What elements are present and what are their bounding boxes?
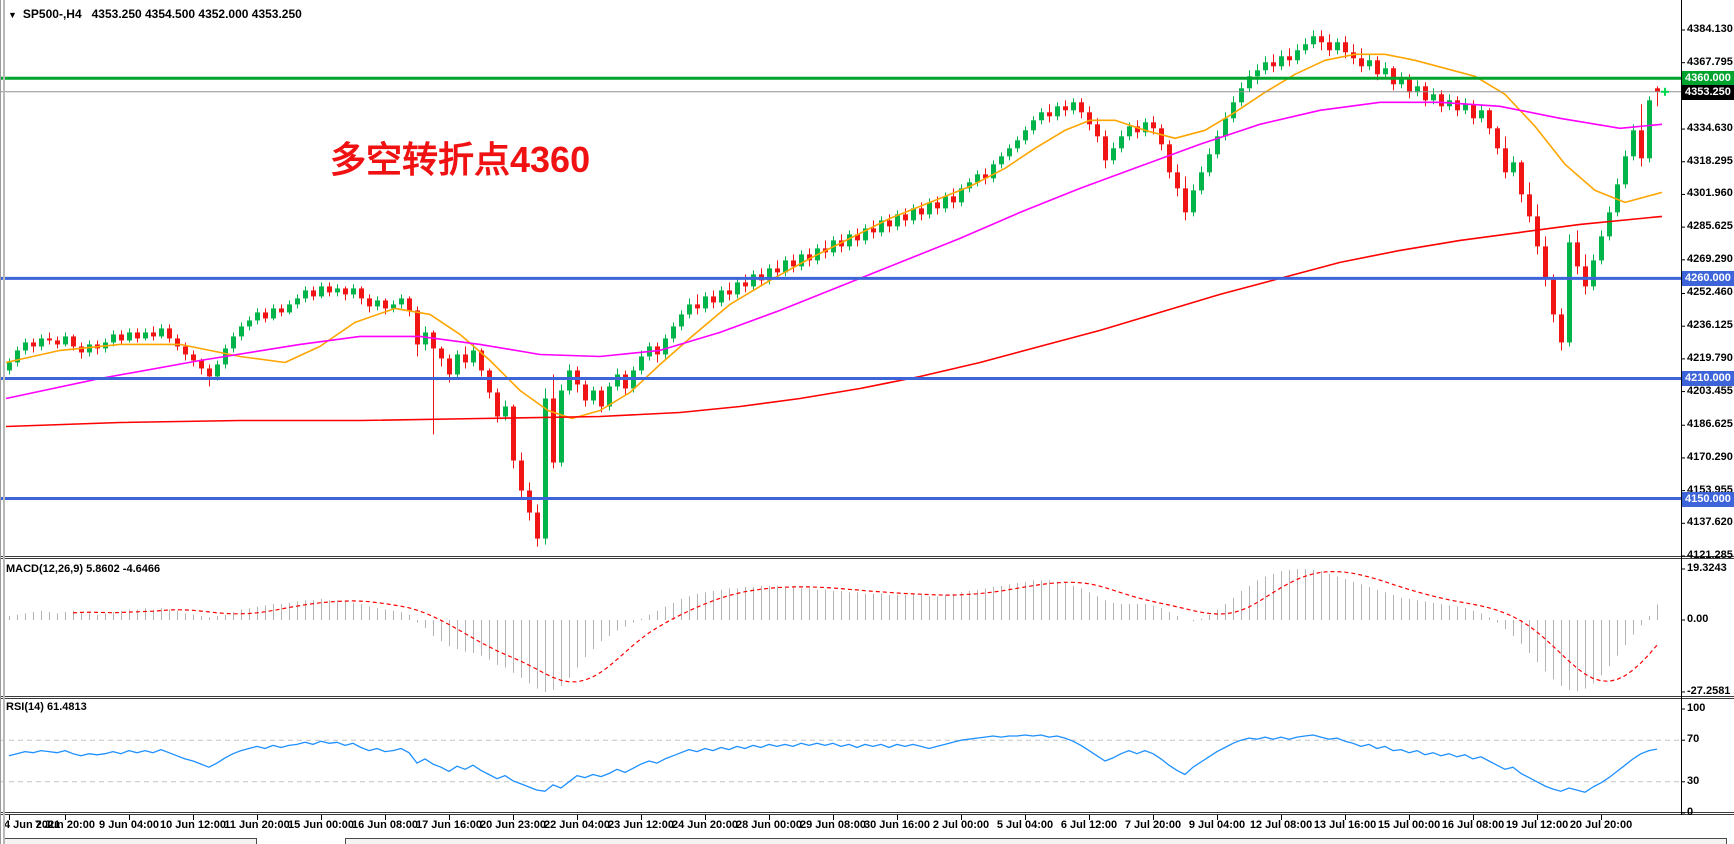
time-tick-label: 28 Jun 00:00 — [735, 819, 803, 831]
time-tick-label: 7 Jun 20:00 — [35, 819, 95, 831]
time-tick-label: 20 Jun 23:00 — [479, 819, 547, 831]
time-tick-label: 9 Jul 04:00 — [1188, 819, 1246, 831]
time-tick-label: 30 Jun 16:00 — [863, 819, 931, 831]
price-tick-label: 4269.290 — [1687, 252, 1733, 265]
level-price-tag: 4150.000 — [1682, 491, 1734, 507]
macd-indicator-label: MACD(12,26,9) 5.8602 -4.6466 — [6, 563, 161, 575]
last-price-marker-icon — [1661, 87, 1669, 96]
time-tick-label: 23 Jun 12:00 — [607, 819, 675, 831]
slow-ma-line[interactable] — [5, 215, 1663, 428]
price-tick-label: 4219.790 — [1687, 351, 1733, 364]
price-tick-label: 4384.130 — [1687, 23, 1733, 35]
annotation-text[interactable]: 多空转折点4360 — [330, 139, 591, 180]
time-tick-label: 22 Jun 04:00 — [543, 819, 611, 831]
symbol-period-label: SP500-,H4 — [22, 7, 82, 21]
price-tick-label: 4203.455 — [1687, 384, 1733, 397]
macd-indicator-values: 5.8602 -4.6466 — [86, 563, 161, 575]
fast-ma-line[interactable] — [5, 53, 1663, 420]
bottom-tab-strip-fragment — [3, 838, 257, 844]
price-tick-label: 4318.295 — [1687, 154, 1733, 167]
time-tick-label: 4 Jun 2021 — [4, 819, 61, 831]
time-tick-label: 5 Jul 04:00 — [996, 819, 1054, 831]
rsi-tick-label: 70 — [1687, 733, 1700, 746]
rsi-indicator-label: RSI(14) 61.4813 — [6, 701, 87, 713]
window-left-border — [0, 0, 1, 844]
rsi-line[interactable] — [8, 734, 1658, 793]
window-left-inner-border — [3, 0, 5, 844]
macd-tick-label: -27.2581 — [1687, 684, 1731, 697]
chart-title-bar: ▼ SP500-,H4 4353.250 4354.500 4352.000 435… — [8, 7, 302, 21]
price-tick-label: 4137.620 — [1687, 516, 1733, 529]
time-tick-label: 12 Jul 08:00 — [1249, 819, 1313, 831]
level-price-tag: 4260.000 — [1682, 271, 1734, 287]
price-tick-label: 4170.290 — [1687, 450, 1733, 463]
time-tick-label: 24 Jun 20:00 — [671, 819, 739, 831]
price-tick-label: 4186.625 — [1687, 418, 1733, 431]
price-tick-label: 4367.795 — [1687, 55, 1733, 68]
ohlc-values: 4353.250 4354.500 4352.000 4353.250 — [91, 7, 302, 21]
time-tick-label: 16 Jul 08:00 — [1441, 819, 1505, 831]
rsi-indicator-value: 61.4813 — [46, 701, 87, 713]
price-tick-label: 4334.630 — [1687, 122, 1733, 135]
macd-tick-label: 0.00 — [1687, 613, 1709, 625]
time-tick-label: 11 Jun 20:00 — [224, 819, 290, 831]
price-tick-label: 4301.960 — [1687, 187, 1733, 200]
bottom-tab-strip-fragment — [345, 838, 1727, 844]
time-tick-label: 20 Jul 20:00 — [1569, 819, 1633, 831]
mid-ma-line[interactable] — [5, 101, 1663, 400]
symbol-menu-arrow-icon[interactable]: ▼ — [8, 10, 17, 20]
price-tick-label: 4252.460 — [1687, 286, 1733, 299]
time-tick-label: 7 Jul 20:00 — [1124, 819, 1182, 831]
level-price-tag: 4360.000 — [1682, 71, 1734, 87]
rsi-tick-label: 0 — [1687, 806, 1694, 818]
time-tick-label: 16 Jun 08:00 — [351, 819, 419, 831]
price-tick-label: 4236.125 — [1687, 319, 1733, 332]
price-tick-label: 4285.625 — [1687, 220, 1733, 233]
time-tick-label: 13 Jul 16:00 — [1313, 819, 1377, 831]
macd-signal-line — [72, 570, 1658, 683]
macd-tick-label: 19.3243 — [1687, 562, 1727, 574]
level-price-tag: 4210.000 — [1682, 371, 1734, 387]
time-tick-label: 29 Jun 08:00 — [799, 819, 867, 831]
macd-panel[interactable] — [9, 569, 1658, 693]
time-tick-label: 10 Jun 12:00 — [159, 819, 227, 831]
price-tick-label: 4121.285 — [1687, 549, 1733, 561]
rsi-tick-label: 30 — [1687, 774, 1700, 787]
current-price-tag: 4353.250 — [1682, 84, 1734, 100]
time-tick-label: 19 Jul 12:00 — [1505, 819, 1569, 831]
time-tick-label: 15 Jul 00:00 — [1377, 819, 1441, 831]
time-tick-label: 6 Jul 12:00 — [1060, 819, 1118, 831]
time-tick-label: 15 Jun 00:00 — [287, 819, 355, 831]
time-tick-label: 9 Jun 04:00 — [99, 819, 159, 831]
rsi-tick-label: 100 — [1687, 702, 1706, 714]
time-tick-label: 2 Jul 00:00 — [932, 819, 990, 831]
time-tick-label: 17 Jun 16:00 — [415, 819, 483, 831]
